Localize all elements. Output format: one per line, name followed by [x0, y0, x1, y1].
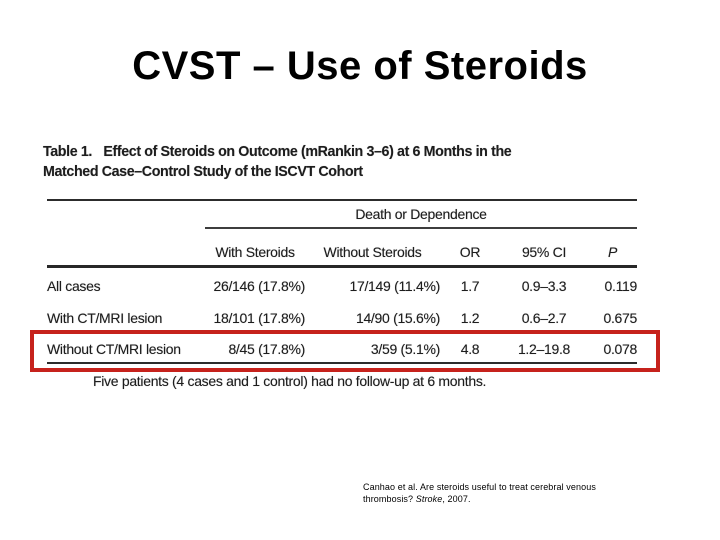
- table-figure: Table 1. Effect of Steroids on Outcome (m…: [40, 138, 658, 410]
- slide-title: CVST – Use of Steroids: [132, 44, 588, 88]
- cell-or: 1.7: [460, 277, 480, 294]
- cell-without-steroids: 3/59 (5.1%): [370, 340, 440, 357]
- citation: Canhao et al. Are steroids useful to tre…: [363, 482, 635, 505]
- cell-without-steroids: 14/90 (15.6%): [355, 309, 440, 326]
- table-caption-label: Table 1.: [43, 143, 92, 160]
- cell-with-steroids: 26/146 (17.8%): [213, 277, 305, 294]
- table-caption: Table 1. Effect of Steroids on Outcome (m…: [43, 142, 512, 182]
- col-header-with-steroids: With Steroids: [215, 244, 295, 260]
- row-label: Without CT/MRI lesion: [47, 340, 181, 357]
- table-row-without-lesion: Without CT/MRI lesion 8/45 (17.8%) 3/59 …: [47, 332, 637, 364]
- col-header-p: P: [607, 244, 618, 260]
- cell-95ci: 0.6–2.7: [521, 309, 567, 326]
- table-footnote: Five patients (4 cases and 1 control) ha…: [93, 373, 487, 389]
- cell-p: 0.675: [603, 309, 637, 326]
- citation-line1: Canhao et al. Are steroids useful to tre…: [363, 482, 596, 492]
- row-label: With CT/MRI lesion: [47, 309, 163, 326]
- table-header-row: With Steroids Without Steroids OR 95% CI…: [47, 229, 637, 268]
- cell-or: 1.2: [460, 309, 480, 326]
- spanner-stub: [47, 201, 205, 229]
- cell-95ci: 1.2–19.8: [517, 340, 571, 357]
- col-header-without-steroids: Without Steroids: [323, 244, 422, 260]
- citation-line2-text: thrombosis?: [363, 493, 416, 504]
- citation-journal-name: Stroke: [415, 493, 443, 504]
- table-spanner-row: Death or Dependence: [47, 199, 637, 229]
- cell-without-steroids: 17/149 (11.4%): [349, 277, 441, 294]
- col-header-or: OR: [459, 244, 481, 260]
- col-header-95ci: 95% CI: [521, 244, 567, 260]
- table-caption-text: Effect of Steroids on Outcome (mRankin 3…: [103, 143, 512, 160]
- citation-line2-end: , 2007.: [442, 493, 471, 504]
- cell-or: 4.8: [460, 340, 480, 357]
- table-row-with-lesion: With CT/MRI lesion 18/101 (17.8%) 14/90 …: [47, 300, 637, 332]
- cell-with-steroids: 18/101 (17.8%): [213, 309, 305, 326]
- citation-line2: thrombosis? Stroke, 2007.: [363, 494, 635, 506]
- table-caption-line2: Matched Case–Control Study of the ISCVT …: [43, 163, 363, 180]
- cell-95ci: 0.9–3.3: [521, 277, 567, 294]
- spanner-heading: Death or Dependence: [205, 201, 637, 229]
- table-row-all-cases: All cases 26/146 (17.8%) 17/149 (11.4%) …: [47, 268, 637, 300]
- row-label: All cases: [47, 277, 101, 294]
- cell-p: 0.119: [604, 277, 638, 294]
- cell-with-steroids: 8/45 (17.8%): [228, 340, 305, 357]
- data-table: Death or Dependence With Steroids Withou…: [47, 199, 637, 389]
- table-caption-line1: Table 1. Effect of Steroids on Outcome (m…: [43, 142, 512, 162]
- cell-p: 0.078: [603, 340, 637, 357]
